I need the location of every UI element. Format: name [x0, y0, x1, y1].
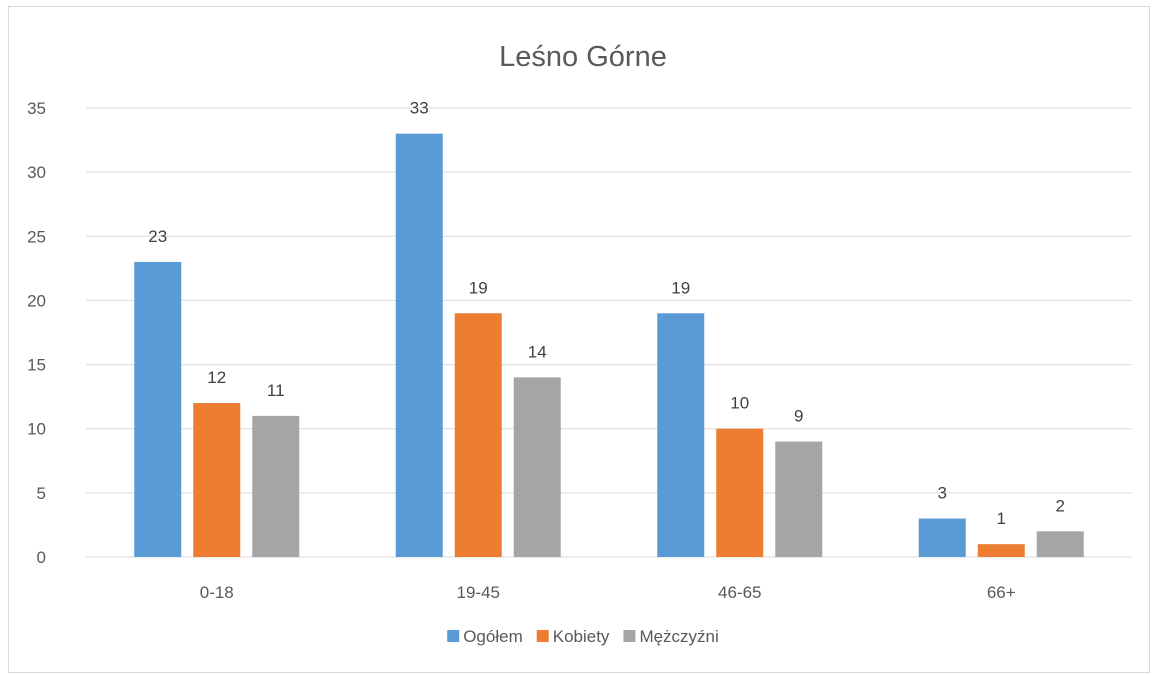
data-label: 2 — [1056, 496, 1065, 515]
chart-frame — [8, 6, 1150, 673]
bar-Mężczyźni-0-18 — [252, 415, 300, 557]
y-tick-label: 0 — [37, 548, 46, 567]
bar-Mężczyźni-19-45 — [513, 377, 561, 557]
y-tick-label: 30 — [27, 163, 46, 182]
legend: Ogółem Kobiety Mężczyźni — [447, 627, 719, 646]
data-label: 23 — [148, 227, 167, 246]
legend-swatch — [447, 630, 460, 642]
bar-Ogółem-66+ — [918, 518, 966, 557]
y-tick-label: 15 — [27, 356, 46, 375]
data-label: 19 — [671, 278, 690, 297]
x-tick-label: 19-45 — [457, 583, 500, 602]
x-tick-label: 0-18 — [200, 583, 234, 602]
bar-Kobiety-19-45 — [454, 313, 502, 557]
y-tick-label: 25 — [27, 227, 46, 246]
bar-Ogółem-46-65 — [657, 313, 705, 557]
legend-label: Ogółem — [463, 627, 523, 646]
bar-Kobiety-46-65 — [716, 428, 764, 557]
x-tick-label: 46-65 — [718, 583, 761, 602]
bar-Kobiety-66+ — [977, 544, 1025, 557]
bar-Ogółem-0-18 — [134, 261, 182, 557]
data-label: 19 — [469, 278, 488, 297]
x-tick-label: 66+ — [987, 583, 1016, 602]
x-axis: 0-18 19-45 46-65 66+ — [200, 583, 1016, 602]
legend-label: Kobiety — [553, 627, 610, 646]
data-label: 12 — [207, 368, 226, 387]
legend-swatch — [623, 630, 636, 642]
data-label: 9 — [794, 407, 803, 426]
data-label: 1 — [997, 509, 1006, 528]
y-tick-label: 5 — [37, 484, 46, 503]
y-axis: 0 5 10 15 20 25 30 35 — [27, 99, 46, 567]
legend-label: Mężczyźni — [639, 627, 718, 646]
bar-Mężczyźni-66+ — [1036, 531, 1084, 557]
data-label: 3 — [938, 484, 947, 503]
bar-Ogółem-19-45 — [395, 133, 443, 557]
bar-Kobiety-0-18 — [193, 403, 241, 557]
legend-swatch — [536, 630, 549, 642]
data-label: 11 — [267, 381, 285, 400]
bar-Mężczyźni-46-65 — [775, 441, 823, 557]
data-label: 14 — [528, 342, 547, 361]
data-label: 10 — [730, 394, 749, 413]
gridlines — [86, 107, 1132, 558]
chart-title: Leśno Górne — [499, 41, 667, 73]
y-tick-label: 10 — [27, 420, 46, 439]
y-tick-label: 20 — [27, 291, 46, 310]
y-tick-label: 35 — [27, 99, 46, 118]
data-label: 33 — [410, 99, 429, 118]
